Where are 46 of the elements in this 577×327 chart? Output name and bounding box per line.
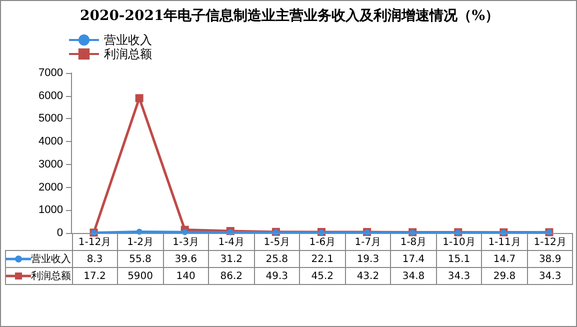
text: 营业收入 — [104, 33, 152, 47]
legend-label: 利润总额 — [104, 47, 152, 61]
data-label: 25.8 — [254, 250, 300, 268]
data-label: 17.2 — [72, 268, 118, 284]
legend-label: 营业收入 — [31, 254, 71, 265]
data-label: 39.6 — [163, 250, 209, 268]
x-tick-label: 1-2月 — [118, 234, 164, 250]
data-label: 15.1 — [436, 250, 482, 268]
text: 利润总额 — [31, 271, 71, 282]
x-tick-label: 1-8月 — [390, 234, 436, 250]
data-label: 22.1 — [300, 250, 346, 268]
data-label: 55.8 — [118, 250, 164, 268]
y-tick-label: 2000 — [38, 181, 63, 194]
data-label: 34.3 — [436, 268, 482, 284]
data-label: 19.3 — [345, 250, 391, 268]
data-label: 38.9 — [527, 250, 573, 268]
data-label: 34.8 — [390, 268, 436, 284]
data-label: 5900 — [118, 268, 164, 284]
x-tick-label: 1-7月 — [345, 234, 391, 250]
y-tick-label: 6000 — [38, 90, 63, 102]
data-label: 49.3 — [254, 268, 300, 284]
data-label: 8.3 — [72, 250, 118, 268]
x-tick-label: 1-10月 — [436, 234, 482, 250]
y-tick-label: 5000 — [38, 112, 63, 125]
data-label: 86.2 — [208, 268, 254, 284]
x-tick-label: 1-3月 — [163, 234, 209, 250]
y-tick-label: 7000 — [38, 67, 63, 79]
data-label: 34.3 — [527, 268, 573, 284]
data-label: 140 — [163, 268, 209, 284]
y-tick-label: 0 — [56, 227, 63, 239]
data-label: 43.2 — [345, 268, 391, 284]
x-tick-label: 1-12月 — [527, 234, 573, 250]
x-tick-label: 1-4月 — [208, 234, 254, 250]
data-label: 29.8 — [482, 268, 528, 284]
x-tick-label: 1-11月 — [482, 234, 528, 250]
data-label: 45.2 — [300, 268, 346, 284]
x-tick-label: 1-5月 — [254, 234, 300, 250]
data-label: 17.4 — [390, 250, 436, 268]
y-tick-label: 1000 — [38, 204, 63, 216]
data-label: 31.2 — [208, 250, 254, 268]
x-tick-label: 1-12月 — [72, 234, 118, 250]
chart-title: 2020-2021年电子信息制造业主营业务收入及利润增速情况（%） — [78, 7, 500, 25]
x-tick-label: 1-6月 — [300, 234, 346, 250]
y-tick-label: 3000 — [38, 158, 63, 170]
data-label: 14.7 — [482, 250, 528, 268]
y-tick-label: 4000 — [38, 136, 63, 148]
